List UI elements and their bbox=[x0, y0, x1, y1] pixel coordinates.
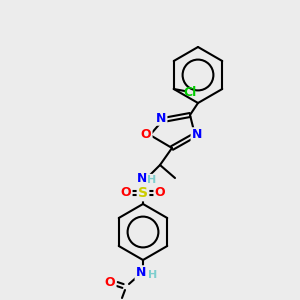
Text: Cl: Cl bbox=[183, 86, 196, 100]
Text: O: O bbox=[155, 187, 165, 200]
Text: O: O bbox=[121, 187, 131, 200]
Text: N: N bbox=[192, 128, 202, 142]
Text: N: N bbox=[156, 112, 166, 124]
Text: O: O bbox=[141, 128, 151, 142]
Text: N: N bbox=[137, 172, 147, 184]
Text: H: H bbox=[148, 270, 158, 280]
Text: N: N bbox=[136, 266, 146, 280]
Text: H: H bbox=[147, 175, 157, 185]
Text: S: S bbox=[138, 186, 148, 200]
Text: O: O bbox=[105, 275, 115, 289]
